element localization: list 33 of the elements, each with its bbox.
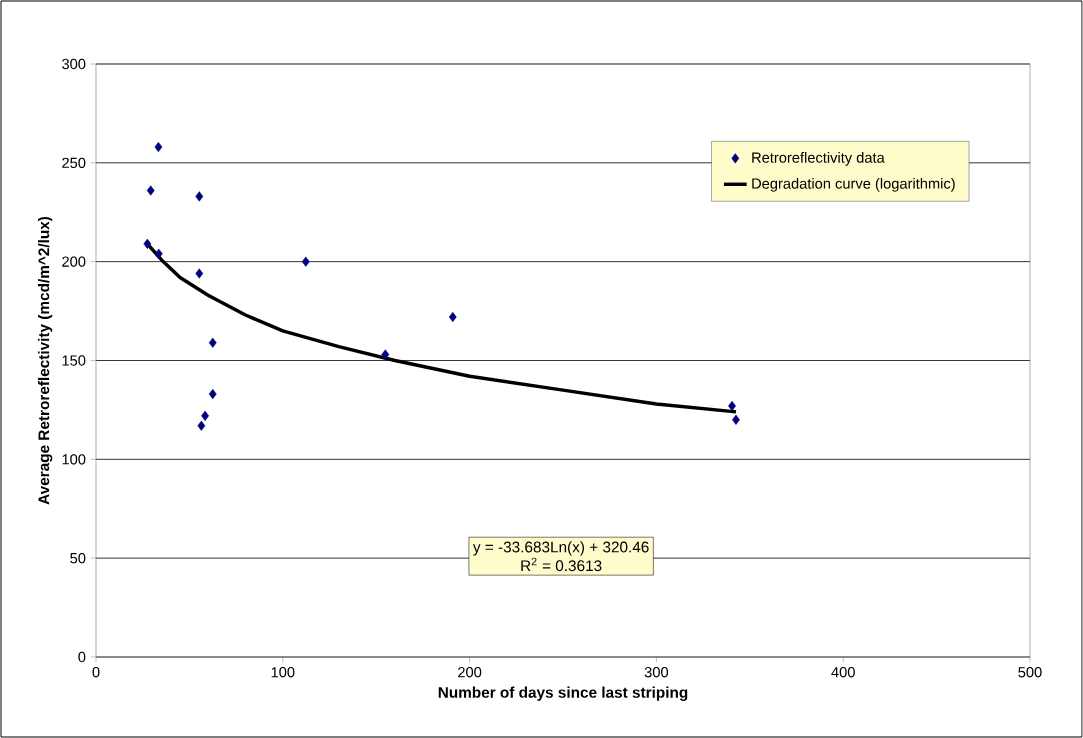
point bbox=[146, 185, 155, 196]
x-tick-label: 0 bbox=[92, 667, 100, 678]
x-tick-label: 500 bbox=[1018, 667, 1042, 678]
y-tick-label: 100 bbox=[62, 454, 86, 465]
y-tick-label: 300 bbox=[62, 58, 86, 70]
point bbox=[208, 389, 217, 400]
annotation: y = -33.683Ln(x) + 320.46 bbox=[472, 541, 649, 556]
point bbox=[381, 349, 390, 360]
x-tick-label: 300 bbox=[644, 667, 669, 678]
point bbox=[301, 256, 310, 267]
point bbox=[208, 337, 217, 348]
point bbox=[195, 191, 204, 202]
x-tick-label: 400 bbox=[831, 667, 855, 678]
y-tick-label: 250 bbox=[62, 157, 86, 169]
annotation: R$^{2}$ = 0.3613 bbox=[521, 557, 602, 572]
point bbox=[197, 420, 206, 431]
point bbox=[195, 268, 204, 279]
point bbox=[448, 311, 457, 323]
y-tick-label: 150 bbox=[62, 355, 86, 366]
x-tick-label: 200 bbox=[458, 667, 482, 678]
x-tick-label: 100 bbox=[271, 667, 295, 678]
x-axis-title: Number of days since last striping bbox=[438, 686, 688, 701]
point bbox=[143, 238, 152, 249]
y-tick-label: 200 bbox=[62, 256, 86, 267]
point bbox=[154, 141, 163, 153]
y-tick-label: 0 bbox=[78, 651, 86, 663]
y-tick-label: 50 bbox=[70, 552, 86, 564]
legend-label: Degradation curve (logarithmic) bbox=[752, 177, 955, 192]
y-axis-title: Average Retroreflectivity (mcd/m^2/lux) bbox=[37, 216, 53, 505]
legend-label: Retroreflectivity data bbox=[752, 152, 885, 166]
point bbox=[154, 248, 163, 259]
point bbox=[732, 414, 740, 425]
point bbox=[201, 410, 209, 421]
